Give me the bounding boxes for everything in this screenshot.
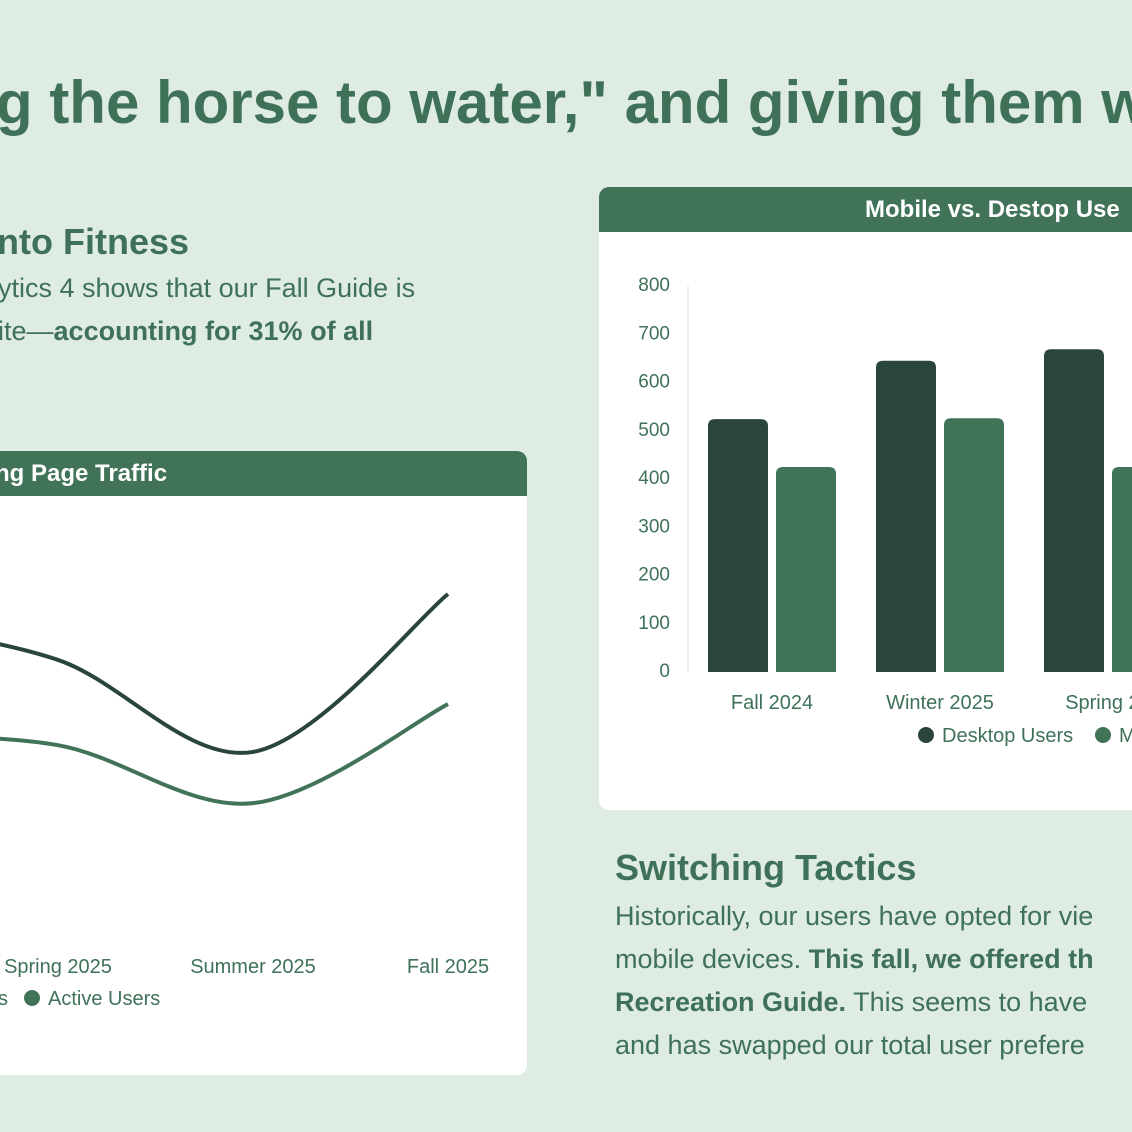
- data-line: [0, 702, 449, 806]
- bar: [944, 418, 1004, 672]
- chart-card: [0, 451, 527, 1075]
- text-segment: This seems to have: [846, 987, 1087, 1017]
- y-tick-label: 100: [638, 613, 670, 634]
- y-tick-label: 200: [638, 565, 670, 586]
- chart-title: Mobile vs. Destop Use: [865, 196, 1120, 223]
- card-header: [0, 451, 527, 496]
- text-segment: ytics 4 shows that our Fall Guide is: [0, 273, 415, 303]
- x-tick-label: Winter 2025: [886, 692, 994, 714]
- data-line: [0, 592, 450, 755]
- text-segment: This fall, we offered th: [809, 944, 1094, 974]
- section-heading: nto Fitness: [0, 221, 189, 262]
- paragraph-line: mobile devices. This fall, we offered th: [615, 944, 1094, 974]
- bar: [1112, 466, 1132, 672]
- paragraph-line: Historically, our users have opted for v…: [615, 901, 1093, 931]
- text-segment: ite—: [0, 316, 54, 346]
- bar: [708, 419, 768, 672]
- card-header: [599, 187, 1132, 232]
- legend-marker: [24, 990, 40, 1006]
- bar: [776, 466, 836, 672]
- paragraph-line: ite—accounting for 31% of all: [0, 316, 373, 346]
- y-tick-label: 500: [638, 420, 670, 441]
- text-segment: and has swapped our total user prefere: [615, 1030, 1085, 1060]
- page-title: g the horse to water," and giving them w…: [0, 69, 1132, 136]
- y-tick-label: 600: [638, 372, 670, 393]
- text-segment: Historically, our users have opted for v…: [615, 901, 1093, 931]
- y-tick-label: 700: [638, 323, 670, 344]
- y-tick-label: 300: [638, 516, 670, 537]
- y-tick-label: 0: [659, 661, 670, 682]
- x-tick-label: Fall 2025: [407, 956, 489, 978]
- y-tick-label: 400: [638, 468, 670, 489]
- text-segment: mobile devices.: [615, 944, 809, 974]
- legend-label: Desktop Users: [942, 725, 1073, 747]
- x-tick-label: Spring 20: [1065, 692, 1132, 714]
- x-tick-label: Summer 2025: [190, 956, 316, 978]
- legend-label: Active Users: [48, 988, 160, 1010]
- x-tick-label: Spring 2025: [4, 956, 112, 978]
- legend-label: M: [1119, 725, 1132, 747]
- paragraph-line: Recreation Guide. This seems to have: [615, 987, 1087, 1017]
- chart-title: ng Page Traffic: [0, 460, 167, 487]
- paragraph-line: ytics 4 shows that our Fall Guide is: [0, 273, 415, 303]
- paragraph-line: and has swapped our total user prefere: [615, 1030, 1085, 1060]
- bar: [876, 360, 936, 672]
- legend-marker: [918, 727, 934, 743]
- text-segment: accounting for 31% of all: [54, 316, 374, 346]
- section-heading: Switching Tactics: [615, 847, 916, 888]
- y-tick-label: 800: [638, 275, 670, 296]
- bar: [1044, 349, 1104, 672]
- text-segment: Recreation Guide.: [615, 987, 846, 1017]
- legend-label: s: [0, 988, 8, 1010]
- x-tick-label: Fall 2024: [731, 692, 813, 714]
- legend-marker: [1095, 727, 1111, 743]
